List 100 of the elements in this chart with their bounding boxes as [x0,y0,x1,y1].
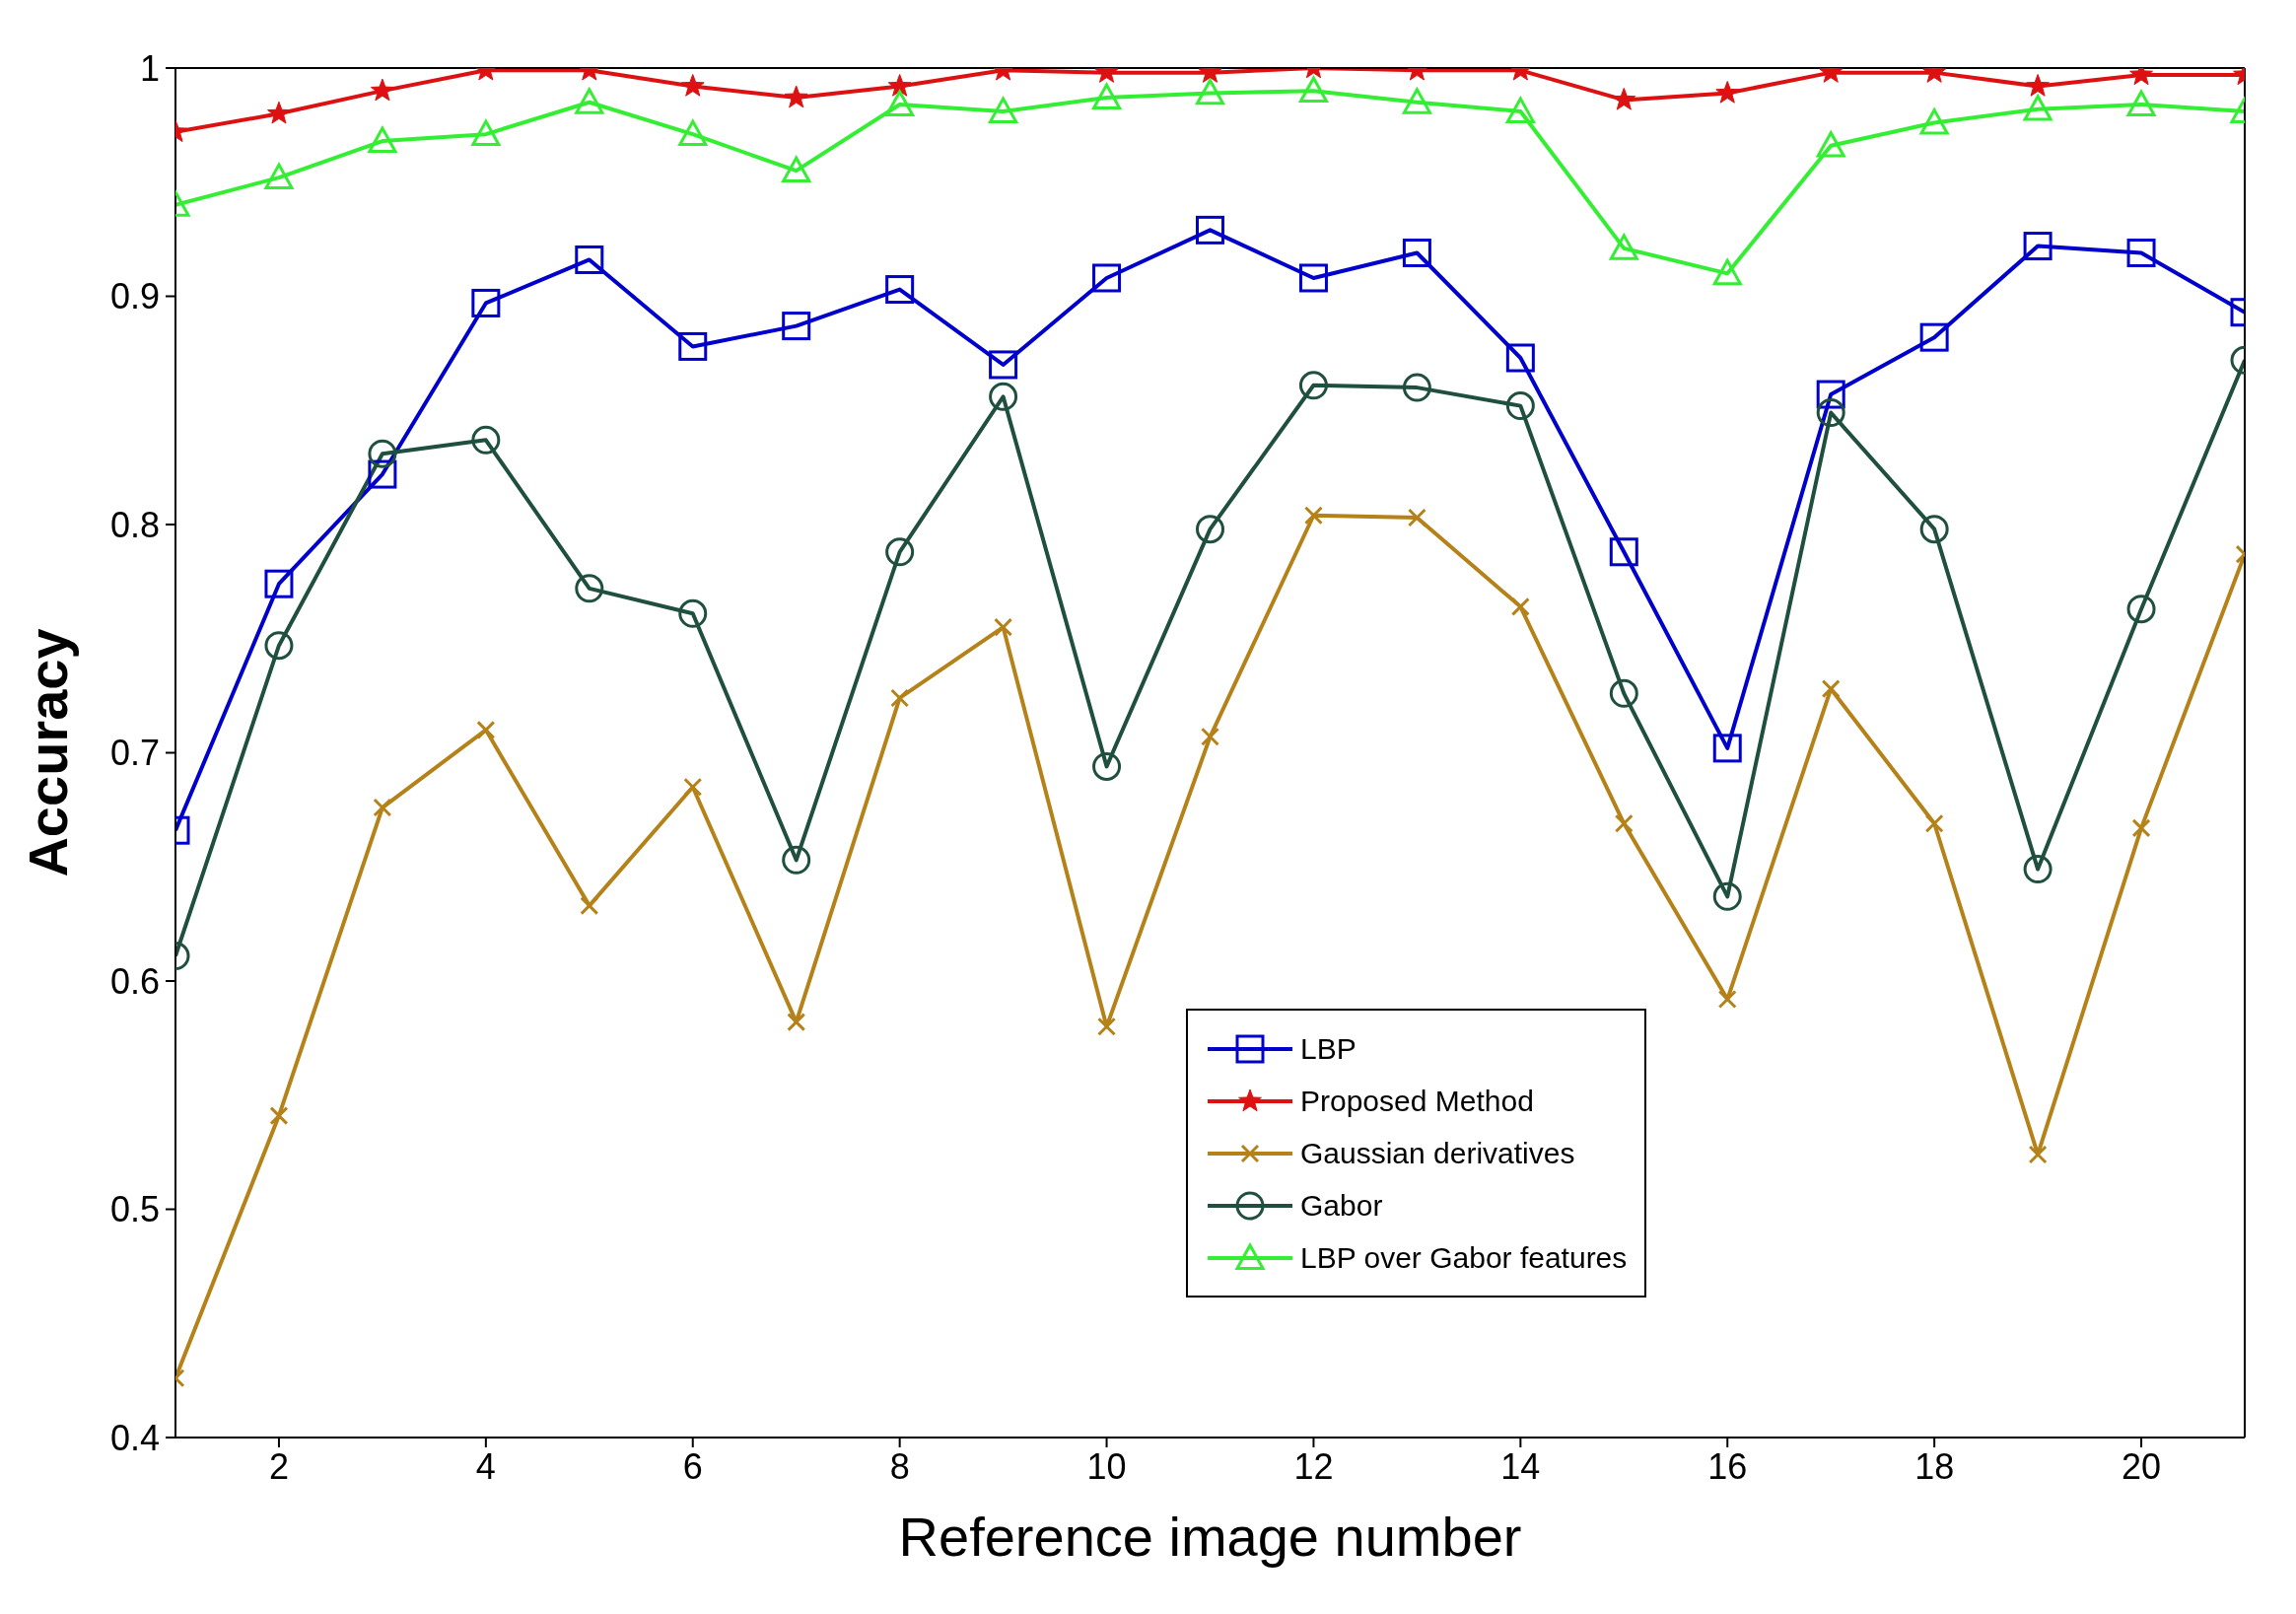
point [1612,87,1636,110]
point [1609,678,1638,708]
legend-label: LBP [1300,1031,1357,1066]
point [678,119,708,147]
point [1712,881,1742,911]
point [1919,322,1949,352]
point [476,720,496,739]
point [575,88,604,114]
point [471,288,501,317]
point [2028,1145,2048,1164]
point [368,126,397,153]
point [373,798,392,817]
point [1092,83,1122,109]
point [368,439,397,468]
point [1816,131,1845,158]
point [782,156,811,183]
point [787,1013,806,1032]
point [1303,506,1323,526]
point [2126,90,2156,116]
point [1609,234,1638,260]
point [994,617,1013,637]
point [2026,74,2051,97]
point [1298,263,1328,293]
point [1510,596,1530,616]
y-tick-label: 0.6 [109,960,160,1002]
point [1712,734,1742,763]
point [1717,990,1737,1010]
x-tick-label: 20 [2122,1445,2162,1487]
point [1821,679,1841,699]
x-tick-label: 10 [1086,1445,1127,1487]
x-axis-title: Reference image number [898,1506,1522,1568]
point [1505,343,1535,373]
y-tick-label: 1 [139,47,160,89]
point [1097,1017,1117,1036]
point [1196,215,1224,245]
point [264,163,294,190]
point [782,845,811,875]
point [2126,239,2156,268]
point [784,85,808,108]
point [1402,88,1431,114]
point [2023,855,2052,884]
point [2126,595,2156,624]
y-tick-label: 0.8 [109,504,160,545]
point [1092,751,1122,781]
point [370,78,394,102]
point [269,1106,289,1126]
point [1919,515,1949,544]
point [1715,80,1740,104]
point [2023,232,2052,261]
point [678,598,708,628]
point [471,425,501,455]
point [580,896,599,916]
point [887,74,912,97]
legend-label: Gabor [1300,1188,1383,1223]
point [575,245,604,274]
point [989,350,1018,380]
point [1816,380,1845,409]
y-axis-title: Accuracy [16,628,79,877]
point [2023,95,2052,121]
point [1407,508,1426,527]
point [885,537,915,567]
point [989,97,1018,123]
point [1201,727,1219,746]
y-tick-label: 0.9 [109,276,160,317]
point [471,119,501,147]
point [1614,813,1634,833]
point [885,275,915,305]
x-tick-label: 16 [1707,1445,1748,1487]
x-tick-label: 4 [475,1445,496,1487]
y-tick-label: 0.7 [109,733,160,774]
point [683,777,703,797]
x-tick-label: 8 [889,1445,910,1487]
point [1196,515,1224,544]
point [1609,537,1638,567]
point [1505,391,1535,421]
x-tick-label: 12 [1293,1445,1334,1487]
y-tick-label: 0.5 [109,1189,160,1230]
y-tick-label: 0.4 [109,1417,160,1458]
point [680,74,705,97]
point [1402,239,1431,268]
point [1196,78,1224,105]
point [575,574,604,603]
point [890,688,910,708]
legend-label: Proposed Method [1300,1084,1534,1118]
point [1919,108,1949,135]
legend-label: LBP over Gabor features [1300,1240,1628,1275]
point [264,631,294,661]
point [782,312,811,341]
point [1712,258,1742,286]
point [267,101,291,124]
point [1924,813,1944,833]
point [264,569,294,598]
point [1092,263,1122,293]
point [368,459,397,489]
x-tick-label: 18 [1914,1445,1955,1487]
x-tick-label: 6 [682,1445,703,1487]
point [1816,398,1845,428]
point [1298,371,1328,400]
legend-label: Gaussian derivatives [1300,1136,1575,1170]
point [678,331,708,361]
